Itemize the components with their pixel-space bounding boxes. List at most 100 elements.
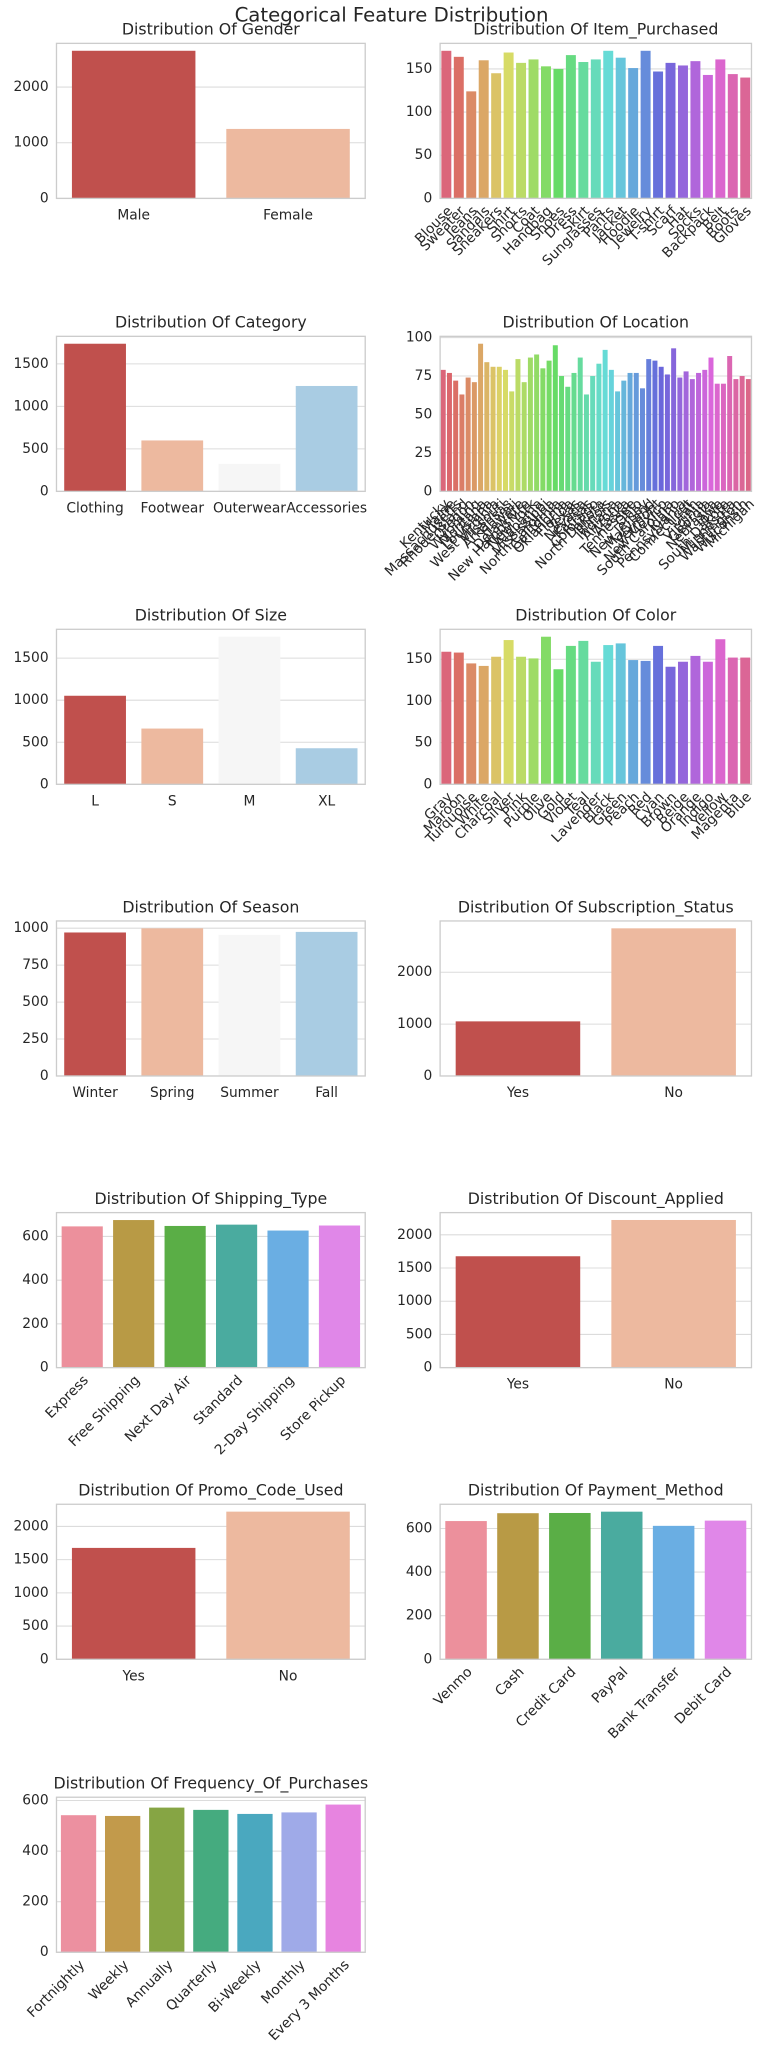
axes-frame xyxy=(439,1503,753,1660)
bar xyxy=(590,376,596,492)
bar xyxy=(615,57,626,199)
bar xyxy=(690,655,701,785)
bar xyxy=(295,748,358,785)
bar xyxy=(565,55,576,199)
y-tick-label: 1000 xyxy=(14,920,49,936)
bar xyxy=(453,56,464,199)
y-tick-label: 0 xyxy=(40,1651,49,1667)
bar xyxy=(267,1230,309,1368)
axes-frame xyxy=(439,1211,753,1369)
bar xyxy=(478,343,484,492)
bar xyxy=(702,74,713,199)
bar xyxy=(226,128,350,199)
axes-background xyxy=(440,1504,752,1660)
bar xyxy=(652,360,658,492)
chart-title: Distribution Of Category xyxy=(115,313,307,332)
y-tick-label: 1500 xyxy=(14,356,49,372)
axes-frame xyxy=(439,42,753,200)
y-tick-label: 1500 xyxy=(14,1552,49,1568)
bar xyxy=(496,366,502,492)
bar xyxy=(583,394,589,492)
y-tick-label: 500 xyxy=(22,994,48,1010)
bar xyxy=(226,1511,350,1660)
bar xyxy=(453,652,464,785)
x-tick-label: Cash xyxy=(492,1664,527,1699)
x-tick-label: No xyxy=(664,1085,683,1101)
bar xyxy=(552,345,558,492)
bar xyxy=(577,357,583,492)
bar xyxy=(653,71,664,199)
bar xyxy=(740,77,751,199)
bar xyxy=(71,50,196,199)
bar xyxy=(702,661,713,785)
x-tick-label: Outerwear xyxy=(213,500,286,516)
bar xyxy=(455,1021,581,1076)
bar xyxy=(603,645,614,785)
x-tick-label: Fortnightly xyxy=(24,1957,88,2021)
bar xyxy=(471,382,477,492)
y-tick-label: 400 xyxy=(406,1564,432,1580)
bar xyxy=(652,1525,695,1660)
bar xyxy=(621,380,627,492)
bar xyxy=(478,665,489,785)
y-tick-label: 150 xyxy=(406,61,432,77)
bar xyxy=(528,59,539,199)
bar xyxy=(600,1511,643,1660)
x-tick-label: Yes xyxy=(506,1377,529,1393)
axes-frame xyxy=(55,628,366,785)
axes-frame xyxy=(439,628,753,785)
bar xyxy=(441,50,452,199)
bar xyxy=(727,356,733,492)
y-tick-label: 1500 xyxy=(14,650,49,666)
bar xyxy=(441,651,452,785)
y-tick-label: 100 xyxy=(406,104,432,120)
bar xyxy=(633,372,639,492)
x-tick-label: L xyxy=(91,793,99,809)
x-tick-label: Accessories xyxy=(286,500,367,516)
bar xyxy=(653,645,664,785)
bar xyxy=(141,728,204,785)
bar xyxy=(540,636,551,785)
y-tick-label: 400 xyxy=(22,1843,48,1859)
bar xyxy=(491,656,502,785)
y-tick-label: 600 xyxy=(22,1793,48,1809)
bar xyxy=(509,391,515,492)
bar xyxy=(113,1220,155,1368)
bar xyxy=(218,636,281,785)
chart-title: Distribution Of Subscription_Status xyxy=(458,897,734,917)
bar xyxy=(141,440,204,492)
bar xyxy=(60,1815,97,1953)
bar xyxy=(466,91,477,199)
bar xyxy=(490,366,496,492)
y-tick-label: 500 xyxy=(406,1326,432,1342)
chart-title: Distribution Of Frequency_Of_Purchases xyxy=(54,1774,369,1794)
bar xyxy=(516,62,527,199)
bar xyxy=(553,68,564,199)
bar xyxy=(611,928,736,1076)
y-tick-label: 1000 xyxy=(14,398,49,414)
chart-title: Distribution Of Discount_Applied xyxy=(468,1189,724,1209)
bar xyxy=(446,372,452,492)
bar xyxy=(540,66,551,199)
y-tick-label: 200 xyxy=(22,1894,48,1910)
bar xyxy=(237,1813,273,1953)
x-tick-label: Fall xyxy=(315,1085,338,1101)
y-tick-label: 1000 xyxy=(14,135,49,151)
y-tick-label: 25 xyxy=(415,445,433,461)
bar xyxy=(453,380,459,492)
x-tick-label: Winter xyxy=(72,1085,118,1101)
axes-background xyxy=(56,1212,366,1368)
bar xyxy=(528,658,539,785)
bar xyxy=(664,374,670,492)
axes-frame xyxy=(55,42,366,200)
bar xyxy=(445,1521,487,1660)
bar xyxy=(503,640,514,785)
axes-frame xyxy=(55,1796,366,1953)
x-tick-label: Yes xyxy=(122,1668,145,1684)
axes-frame xyxy=(439,920,753,1077)
y-tick-label: 0 xyxy=(40,190,49,206)
bar xyxy=(466,663,477,785)
chart-title: Distribution Of Season xyxy=(122,897,299,916)
y-tick-label: 50 xyxy=(415,735,433,751)
